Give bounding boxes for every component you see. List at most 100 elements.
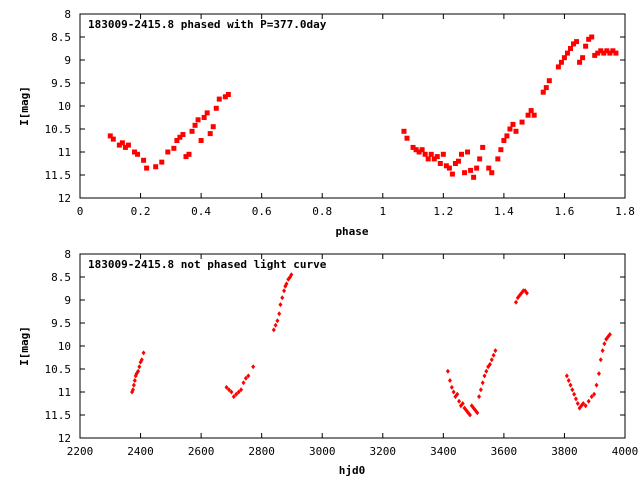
phased-data-point <box>607 50 613 56</box>
unphased-y-ticks: 8 8.5 9 9.5 10 10.5 11 11.5 12 <box>45 248 625 445</box>
unphased-data-point <box>234 391 239 397</box>
phased-data-point <box>177 134 183 140</box>
unphased-x-axis-label: hjd0 <box>339 464 366 477</box>
phased-x-tick-label: 1.6 <box>555 205 575 218</box>
phased-data-point <box>122 144 128 150</box>
phased-data-point <box>601 50 607 56</box>
phased-data-point <box>528 108 534 114</box>
phased-data-point <box>555 64 561 70</box>
phased-y-axis-label: I[mag] <box>18 86 31 126</box>
unphased-data-point <box>581 401 586 406</box>
phased-data-point <box>144 165 150 171</box>
phased-data-point <box>540 89 546 95</box>
unphased-data-point <box>487 361 492 367</box>
unphased-y-tick-label: 8 <box>64 248 71 261</box>
unphased-x-tick-label: 2800 <box>248 445 275 458</box>
unphased-data-point <box>455 391 460 397</box>
unphased-data-point <box>231 394 236 400</box>
phased-data-point <box>571 41 577 47</box>
phased-title: 183009-2415.8 phased with P=377.0day <box>88 18 327 31</box>
phased-y-tick-label: 9.5 <box>51 77 71 90</box>
phased-data-point <box>510 121 516 127</box>
phased-data-point <box>210 124 216 130</box>
phased-data-point <box>135 151 141 157</box>
unphased-data-point <box>226 387 231 393</box>
unphased-data-point <box>572 391 577 397</box>
phased-data-point <box>119 140 125 146</box>
unphased-data-points <box>130 272 612 418</box>
phased-data-point <box>595 50 601 56</box>
unphased-title: 183009-2415.8 not phased light curve <box>88 258 327 271</box>
phased-data-point <box>404 135 410 141</box>
unphased-data-point <box>141 350 146 356</box>
unphased-y-tick-label: 11.5 <box>45 409 72 422</box>
phased-data-point <box>480 144 486 150</box>
phased-data-point <box>604 48 610 54</box>
unphased-data-point <box>132 378 137 383</box>
phased-y-tick-label: 8 <box>64 8 71 21</box>
unphased-data-point <box>289 272 294 278</box>
phased-data-point <box>416 149 422 155</box>
phased-data-point <box>495 156 501 162</box>
unphased-y-axis-label: I[mag] <box>18 326 31 366</box>
phased-data-point <box>598 48 604 54</box>
phased-data-point <box>586 36 592 42</box>
phased-data-point <box>216 96 222 102</box>
unphased-x-tick-label: 3000 <box>309 445 336 458</box>
phased-data-point <box>186 151 192 157</box>
phased-data-point <box>477 156 483 162</box>
phased-x-tick-label: 0.6 <box>252 205 272 218</box>
phased-x-tick-label: 0.8 <box>312 205 332 218</box>
unphased-data-point <box>229 389 234 395</box>
phased-data-point <box>577 59 583 65</box>
phased-data-point <box>198 138 204 143</box>
unphased-data-point <box>224 384 229 390</box>
unphased-data-point <box>602 341 607 347</box>
phased-y-tick-label: 12 <box>58 192 71 205</box>
phased-data-point <box>519 119 525 125</box>
phased-data-point <box>428 151 434 157</box>
unphased-data-point <box>137 364 142 370</box>
phased-data-point <box>568 46 573 51</box>
unphased-data-point <box>278 302 283 308</box>
phased-data-point <box>531 112 537 118</box>
phased-data-point <box>431 156 437 162</box>
unphased-data-point <box>130 387 135 393</box>
phased-panel: 183009-2415.8 phased with P=377.0day pha… <box>18 8 635 238</box>
unphased-data-point <box>489 357 494 363</box>
unphased-data-point <box>514 299 518 305</box>
unphased-data-point <box>491 352 496 358</box>
phased-x-axis-label: phase <box>335 225 368 238</box>
phased-data-point <box>443 163 449 169</box>
unphased-data-point <box>460 401 465 406</box>
unphased-data-point <box>478 387 483 393</box>
phased-data-point <box>434 154 440 160</box>
unphased-data-point <box>241 380 246 386</box>
phased-data-point <box>459 151 464 157</box>
unphased-y-tick-label: 11 <box>58 386 71 399</box>
unphased-data-point <box>475 410 480 416</box>
unphased-data-point <box>573 396 578 402</box>
phased-plot-frame <box>79 13 626 199</box>
phased-data-point <box>422 151 428 157</box>
phased-data-point <box>189 128 195 134</box>
phased-data-point <box>486 165 492 171</box>
unphased-data-point <box>575 401 580 406</box>
unphased-data-point <box>131 382 136 388</box>
unphased-y-tick-label: 10 <box>58 340 71 353</box>
unphased-data-point <box>271 327 276 333</box>
phased-data-point <box>580 55 586 61</box>
unphased-x-tick-label: 2600 <box>188 445 215 458</box>
unphased-plot-frame <box>79 253 626 439</box>
unphased-data-point <box>589 394 594 400</box>
phased-data-point <box>564 50 570 56</box>
phased-data-point <box>498 147 504 153</box>
unphased-data-point <box>246 373 251 379</box>
unphased-data-point <box>586 398 591 404</box>
unphased-x-tick-label: 3800 <box>551 445 578 458</box>
unphased-data-point <box>482 373 487 379</box>
unphased-y-tick-label: 9.5 <box>51 317 71 330</box>
phased-data-point <box>159 159 165 165</box>
phased-data-point <box>610 48 616 54</box>
